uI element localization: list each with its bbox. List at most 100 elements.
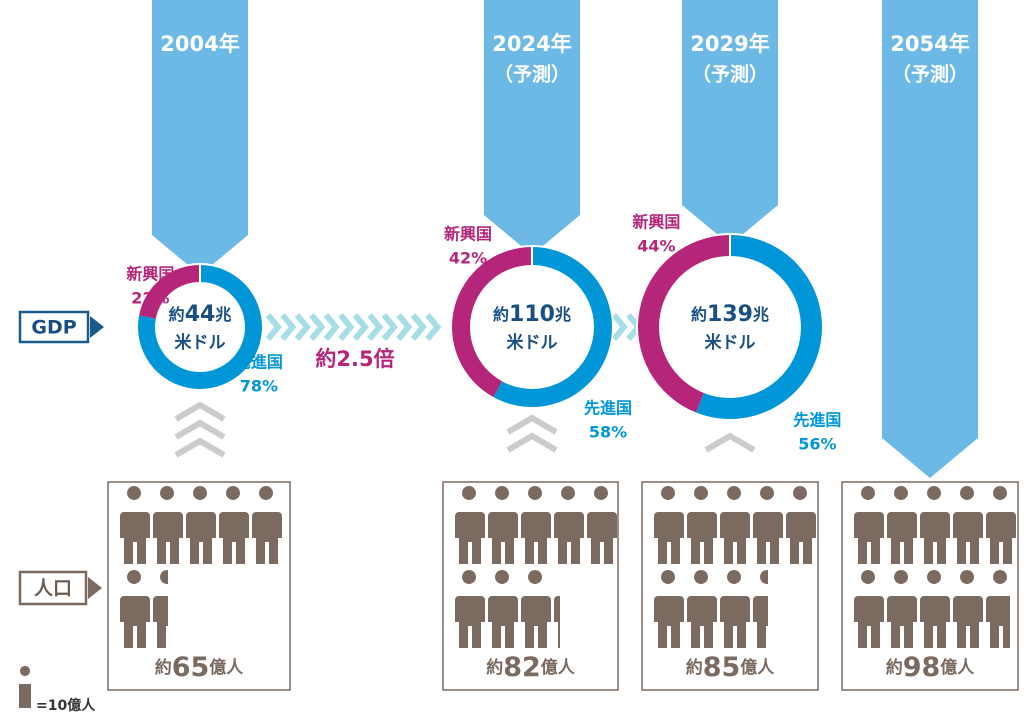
population-number: 85 [703,652,741,683]
advanced-label: 先進国 [235,353,283,372]
person-icon [786,486,816,566]
person-icon [920,570,950,648]
gdp-value: 約44兆 [169,302,232,327]
legend-prefix: = [36,698,48,714]
gdp-tag: GDP [18,310,104,344]
person-icon [252,486,282,566]
emerging-share [452,247,532,398]
approx: 約 [169,305,185,324]
person-icon [654,486,684,566]
person-icon [687,570,717,648]
unit: 億人 [209,657,244,678]
person-icon [986,486,1016,566]
advanced-share [493,247,613,408]
approx: 約 [886,657,903,678]
emerging-label: 新興国 [444,225,492,244]
person-icon [953,570,983,648]
person-icon [521,486,551,566]
chevron-up [174,419,226,440]
advanced-share [696,235,823,420]
chevron-right [396,313,413,341]
unit: 億人 [541,657,576,678]
chevron-right [611,313,628,341]
chevron-up [506,414,558,435]
person-icon [720,486,750,566]
approx: 約 [155,657,172,678]
legend-icon [19,666,31,708]
emerging-share [139,265,200,319]
gdp-value: 約110兆 [493,302,571,327]
person-icon [186,486,216,566]
chevron-right [410,313,427,341]
year: 2024年 [492,32,571,56]
person-icon [455,570,485,648]
gdp-unit: 米ドル [507,332,558,353]
approx: 約 [493,305,509,324]
forecast: （予測） [494,63,570,86]
emerging-value: 42% [449,249,487,268]
gdp-value: 約139兆 [691,302,769,327]
gdp-label: GDP [31,317,76,339]
year-banner [882,0,978,478]
legend-unit: 億人 [67,697,96,714]
chevron-right [323,313,340,341]
population-tag: 人口 [18,570,102,606]
population-number: 82 [503,652,541,683]
person-icon [554,486,584,566]
population-value: 約98億人 [886,652,976,683]
population-number: 65 [172,652,210,683]
population-label: 人口 [34,578,72,600]
chevrons [174,313,756,458]
chevron-right [309,313,326,341]
population-value: 約85億人 [686,652,776,683]
person-icon [720,570,750,648]
emerging-value: 44% [637,237,675,256]
advanced-value: 58% [589,423,627,442]
person-icon [488,486,518,566]
chevron-right [425,313,442,341]
legend: =10億人 [36,697,96,714]
unit: 億人 [740,657,775,678]
people-icons [854,486,1016,648]
approx: 約 [486,657,503,678]
gdp-number: 139 [707,302,753,327]
chevron-up [506,432,558,453]
emerging-label: 新興国 [632,213,680,232]
people-icons [654,486,816,648]
person-icon [887,570,917,648]
chevron-right [294,313,311,341]
approx: 約 [691,305,707,324]
person-icon [854,486,884,566]
population-value: 約65億人 [155,652,245,683]
year: 2029年 [690,32,769,56]
chevron-right [367,313,384,341]
advanced-label: 先進国 [793,411,841,430]
person-icon [153,486,183,566]
approx: 約 [686,657,703,678]
person-icon [521,570,551,648]
person-icon [920,486,950,566]
multiplier: 約2.5倍 [315,347,394,371]
forecast: （予測） [892,63,968,86]
year-banner [152,0,248,275]
person-icon [654,570,684,648]
emerging-value: 22% [131,289,169,308]
chevron-right [338,313,355,341]
chevron-up [174,401,226,422]
chevron-up [174,437,226,458]
person-icon [854,570,884,648]
unit: 兆 [555,305,571,324]
unit: 兆 [753,305,769,324]
person-icon [986,570,1016,648]
person-icon [219,486,249,566]
forecast: （予測） [692,63,768,86]
emerging-share [638,235,730,413]
person-icon [887,486,917,566]
person-icon [455,486,485,566]
gdp-unit: 米ドル [175,332,226,353]
year-banner [484,0,580,255]
gdp-number: 44 [185,302,216,327]
chevron-right [352,313,369,341]
person-icon [587,486,617,566]
